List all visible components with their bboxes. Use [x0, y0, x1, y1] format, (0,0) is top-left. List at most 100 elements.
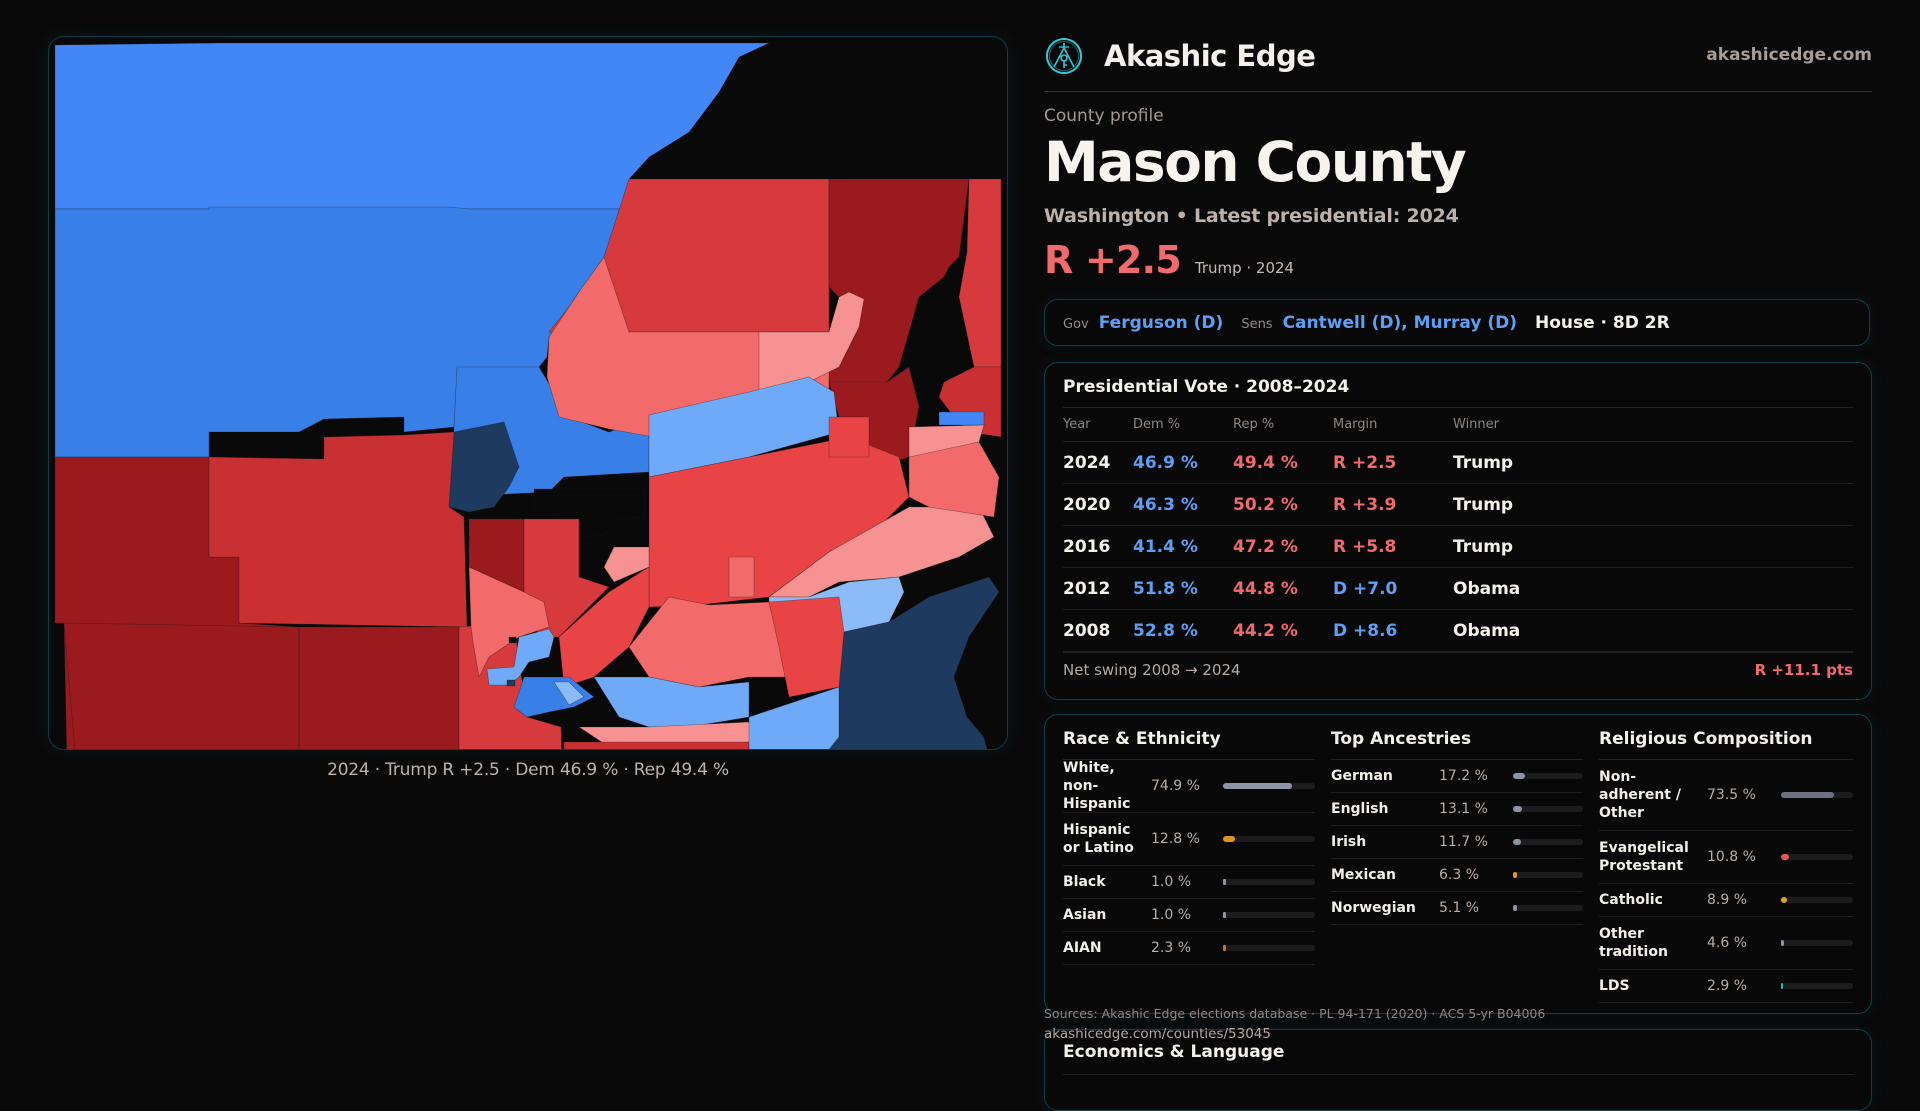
demo-row: English 13.1 % [1331, 793, 1583, 826]
economics-divider [1063, 1074, 1853, 1075]
margin-cell: R +3.9 [1333, 494, 1397, 515]
table-row: 2012 51.8 % 44.8 % D +7.0 Obama [1063, 568, 1853, 610]
water-body [629, 43, 1007, 179]
precinct-city-navy[interactable] [506, 679, 516, 687]
precinct-pink-wedge-center[interactable] [468, 566, 550, 678]
col-year: Year [1063, 417, 1091, 432]
demo-bar-fill [1781, 897, 1788, 903]
demo-row: Irish 11.7 % [1331, 826, 1583, 859]
year-cell: 2012 [1063, 578, 1111, 599]
precinct-c-pink-diagonal[interactable] [603, 546, 650, 583]
demo-bar [1513, 773, 1583, 779]
precinct-city-black[interactable] [508, 636, 517, 644]
col-winner: Winner [1453, 417, 1500, 432]
demo-percent: 1.0 % [1151, 907, 1192, 923]
demo-bar [1513, 905, 1583, 911]
water-body [689, 437, 1007, 749]
presidential-vote-card: Presidential Vote · 2008–2024 Year Dem %… [1044, 362, 1872, 700]
presidential-table: Year Dem % Rep % Margin Winner 2024 46.9 … [1063, 407, 1853, 652]
swing-value: R +11.1 pts [1754, 661, 1853, 679]
dem-pct-cell: 51.8 % [1133, 578, 1198, 599]
brand[interactable]: Akashic Edge [1044, 34, 1316, 78]
demo-row: Catholic 8.9 % [1599, 884, 1853, 917]
brand-name: Akashic Edge [1104, 39, 1316, 73]
site-link[interactable]: akashicedge.com [1706, 45, 1872, 65]
precinct-void-block[interactable] [533, 488, 646, 538]
precinct-c-pink-inner[interactable] [728, 556, 755, 598]
demo-label: Black [1063, 874, 1106, 890]
demo-bar [1781, 940, 1853, 946]
precinct-city-lightblue[interactable] [486, 628, 555, 686]
dem-pct-cell: 41.4 % [1133, 536, 1198, 557]
winner-cell: Trump [1453, 536, 1514, 557]
demo-percent: 11.7 % [1439, 834, 1488, 850]
dem-pct-cell: 46.3 % [1133, 494, 1198, 515]
demo-percent: 13.1 % [1439, 801, 1488, 817]
margin-detail: Trump · 2024 [1194, 259, 1295, 277]
demo-bar-fill [1781, 983, 1784, 989]
demo-percent: 6.3 % [1439, 867, 1480, 883]
demo-label: Non-adherent / Other [1599, 769, 1681, 821]
page-title: Mason County [1044, 130, 1467, 194]
precinct-c-red-mid[interactable] [768, 596, 845, 698]
demo-percent: 8.9 % [1707, 892, 1748, 908]
precinct-map[interactable] [48, 36, 1008, 750]
swing-label: Net swing 2008 → 2024 [1063, 661, 1241, 679]
precinct-e-red-sq[interactable] [828, 416, 870, 458]
demo-label: Other tradition [1599, 926, 1668, 960]
demo-bar [1223, 836, 1315, 842]
net-swing: Net swing 2008 → 2024 R +11.1 pts [1063, 652, 1853, 687]
precinct-ne-dark-red[interactable] [828, 178, 970, 388]
precinct-c-pink-east[interactable] [628, 596, 790, 688]
precinct-c-lightblue-1[interactable] [593, 676, 750, 728]
margin-cell: D +8.6 [1333, 620, 1398, 641]
precinct-e-strip-blue[interactable] [938, 411, 985, 426]
demo-row: Mexican 6.3 % [1331, 859, 1583, 892]
county-url-link[interactable]: akashicedge.com/counties/53045 [1044, 1026, 1271, 1042]
demo-bar-fill [1513, 839, 1522, 845]
precinct-south-dark-red-2[interactable] [279, 626, 460, 749]
race-ethnicity-section: Race & Ethnicity White, non-Hispanic 74.9… [1063, 729, 1315, 965]
precinct-e-pink-band[interactable] [768, 506, 995, 598]
demo-bar [1781, 897, 1853, 903]
header-divider [1044, 91, 1872, 92]
precinct-city-tiltblue[interactable] [553, 681, 585, 706]
presidential-title: Presidential Vote · 2008–2024 [1063, 377, 1350, 397]
precinct-c-red-below[interactable] [563, 741, 750, 749]
precinct-navy-lake[interactable] [448, 421, 520, 513]
demo-row: Evangelical Protestant 10.8 % [1599, 831, 1853, 884]
demo-bar [1223, 945, 1315, 951]
demo-percent: 4.6 % [1707, 935, 1748, 951]
demo-bar-fill [1223, 783, 1292, 789]
demo-label: Norwegian [1331, 900, 1416, 916]
demo-bar [1513, 806, 1583, 812]
gov-label: Gov [1063, 317, 1089, 332]
demo-row: White, non-Hispanic 74.9 % [1063, 760, 1315, 813]
demo-bar-fill [1781, 854, 1789, 860]
demo-label: Asian [1063, 907, 1107, 923]
demo-label: White, non-Hispanic [1063, 760, 1131, 812]
precinct-e-red-mid[interactable] [908, 441, 1000, 518]
demo-percent: 73.5 % [1707, 787, 1756, 803]
precinct-south-dark-red-1[interactable] [63, 622, 300, 749]
headline-margin: R +2.5 Trump · 2024 [1044, 238, 1294, 282]
precinct-west-red-mid[interactable] [208, 431, 468, 628]
demo-bar [1781, 983, 1853, 989]
dem-pct-cell: 46.9 % [1133, 452, 1198, 473]
precinct-s-lightblue[interactable] [609, 686, 840, 749]
demo-bar-fill [1223, 912, 1226, 918]
dem-pct-cell: 52.8 % [1133, 620, 1198, 641]
demo-percent: 10.8 % [1707, 849, 1756, 865]
economics-title: Economics & Language [1063, 1042, 1285, 1062]
precinct-e-navy-peninsula[interactable] [824, 576, 1000, 749]
col-rep: Rep % [1233, 417, 1275, 432]
demo-label: Evangelical Protestant [1599, 840, 1689, 874]
officials-card: Gov Ferguson (D) Sens Cantwell (D), Murr… [1044, 299, 1870, 346]
demo-percent: 1.0 % [1151, 874, 1192, 890]
demo-bar-fill [1781, 940, 1785, 946]
precinct-map-svg[interactable] [49, 37, 1007, 749]
demo-bar-fill [1223, 836, 1235, 842]
demo-row: Norwegian 5.1 % [1331, 892, 1583, 925]
demo-bar-fill [1513, 773, 1526, 779]
demo-bar-fill [1223, 879, 1226, 885]
